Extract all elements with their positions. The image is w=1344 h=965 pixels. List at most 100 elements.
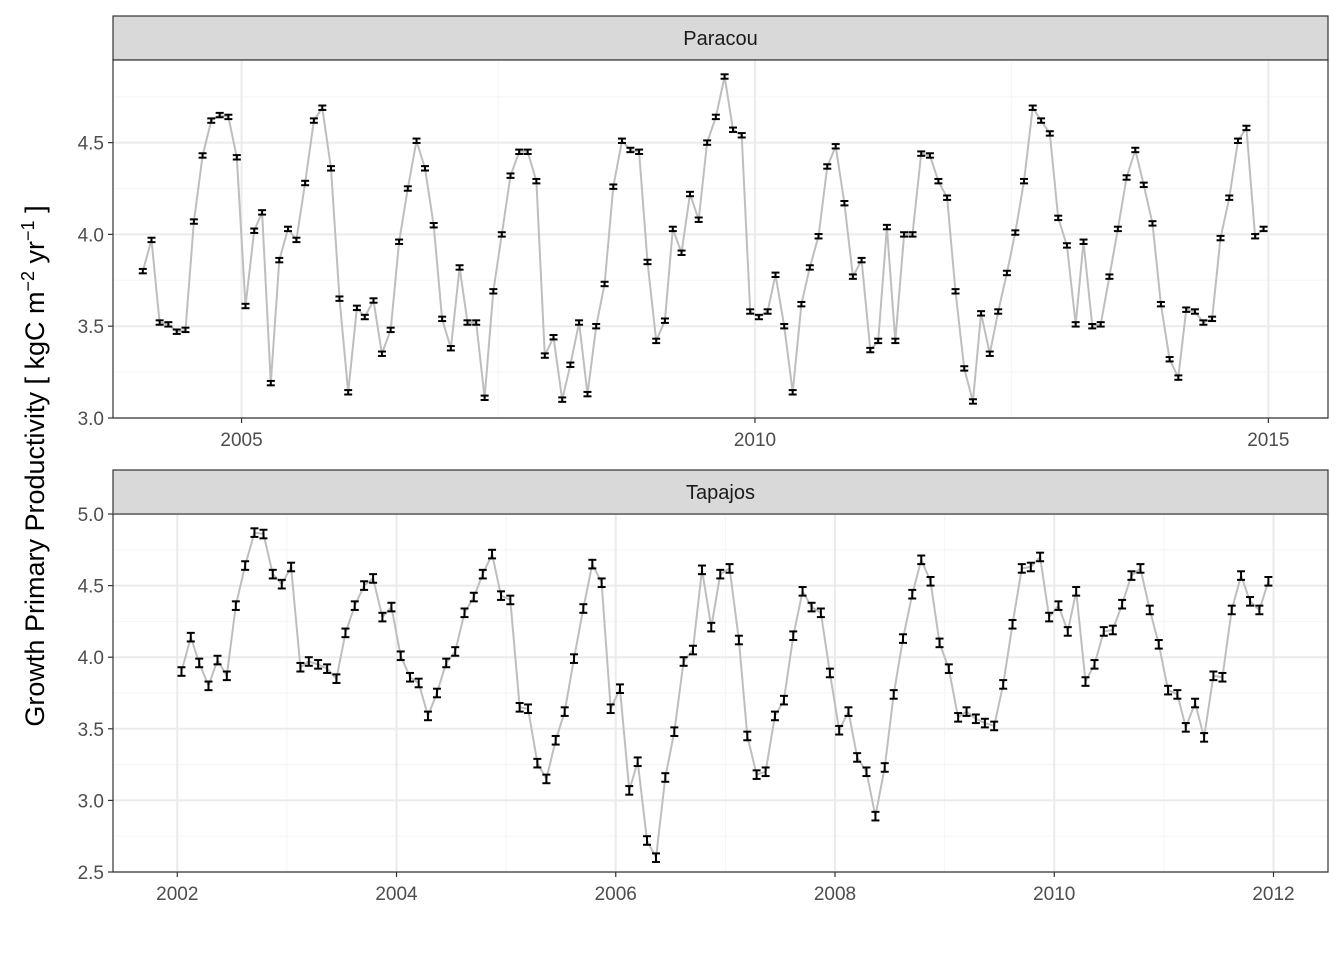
y-axis-label-main: Growth Primary Productivity [ kgC m (20, 291, 50, 726)
data-point (181, 326, 190, 334)
data-point (259, 528, 268, 540)
data-point (204, 680, 213, 692)
data-point (1191, 697, 1200, 709)
data-point (579, 603, 588, 614)
data-point (1237, 570, 1246, 581)
data-point (1037, 117, 1046, 124)
data-point (1233, 137, 1242, 144)
data-point (1062, 242, 1071, 249)
data-point (1242, 124, 1251, 132)
data-point (891, 337, 900, 345)
data-point (1028, 104, 1037, 111)
data-point (1148, 220, 1157, 227)
data-point (770, 710, 779, 722)
data-point (1255, 604, 1264, 616)
data-point (335, 295, 344, 302)
data-point (871, 810, 880, 822)
data-point (980, 717, 989, 729)
data-point (1209, 670, 1218, 682)
data-point (994, 308, 1003, 315)
data-point (954, 712, 963, 723)
y-axis-label-exp2: −1 (18, 220, 38, 241)
data-point (387, 601, 396, 613)
data-point (177, 666, 186, 677)
data-point (497, 231, 506, 238)
data-point (707, 621, 716, 633)
data-point (606, 703, 615, 715)
data-point (469, 591, 478, 603)
data-point (1045, 611, 1054, 623)
data-point (429, 222, 438, 229)
data-point (224, 113, 233, 121)
data-point (1190, 308, 1199, 315)
data-point (1127, 570, 1136, 581)
data-point (951, 288, 960, 295)
data-point (1105, 273, 1114, 280)
data-point (1225, 194, 1234, 201)
data-point (301, 179, 310, 187)
data-point (1181, 722, 1190, 733)
data-point (763, 308, 772, 315)
data-point (823, 163, 832, 170)
data-point (164, 321, 173, 328)
y-axis-label-mid: yr (20, 241, 50, 271)
data-point (1218, 671, 1227, 683)
data-point (960, 365, 969, 372)
x-tick-label: 2010 (734, 430, 776, 451)
data-point (752, 769, 761, 780)
data-point (1017, 563, 1026, 574)
data-point (661, 772, 670, 783)
data-point (737, 132, 746, 139)
data-point (908, 588, 917, 600)
data-point (551, 734, 560, 746)
data-point (215, 111, 224, 119)
data-point (1108, 624, 1117, 636)
data-point (805, 264, 814, 271)
data-point (668, 225, 677, 233)
data-point (1054, 214, 1063, 222)
data-point (1113, 225, 1122, 233)
data-point (369, 573, 378, 584)
data-point (943, 194, 952, 201)
data-point (241, 302, 250, 310)
x-tick-label: 2008 (814, 884, 856, 905)
data-point (250, 227, 259, 234)
data-point (558, 396, 567, 403)
panel-tapajos: Tapajos 2.5 3.0 3.5 4.0 4.5 5.0 2002 2004 2006 200… (78, 469, 1329, 905)
data-point (451, 646, 460, 657)
data-point (1156, 300, 1165, 308)
data-point (506, 172, 515, 179)
data-point (898, 633, 907, 644)
data-point (533, 757, 542, 769)
y-tick-label: 4.0 (78, 648, 104, 669)
data-point (292, 236, 301, 244)
data-point (497, 590, 506, 601)
data-point (840, 199, 849, 207)
data-point (198, 152, 207, 159)
data-point (138, 267, 147, 275)
data-point (985, 350, 994, 357)
data-point (172, 328, 181, 335)
data-point (442, 657, 451, 669)
data-point (241, 560, 250, 571)
data-point (1164, 684, 1173, 696)
data-point (652, 337, 661, 345)
data-point (523, 148, 532, 155)
data-point (626, 146, 635, 154)
facet-strip (112, 15, 1329, 61)
data-point (414, 677, 423, 689)
data-point (746, 308, 755, 315)
data-point (1182, 306, 1191, 313)
data-point (1008, 618, 1017, 630)
data-point (1122, 174, 1131, 181)
data-point (908, 231, 917, 238)
data-point (438, 315, 447, 323)
data-point (1145, 604, 1154, 616)
y-tick-label: 4.5 (78, 577, 104, 598)
data-point (488, 548, 497, 560)
data-point (670, 726, 679, 737)
data-point (207, 117, 216, 124)
x-tick-label: 2002 (156, 884, 198, 905)
data-point (1131, 146, 1140, 154)
data-point (725, 563, 734, 574)
